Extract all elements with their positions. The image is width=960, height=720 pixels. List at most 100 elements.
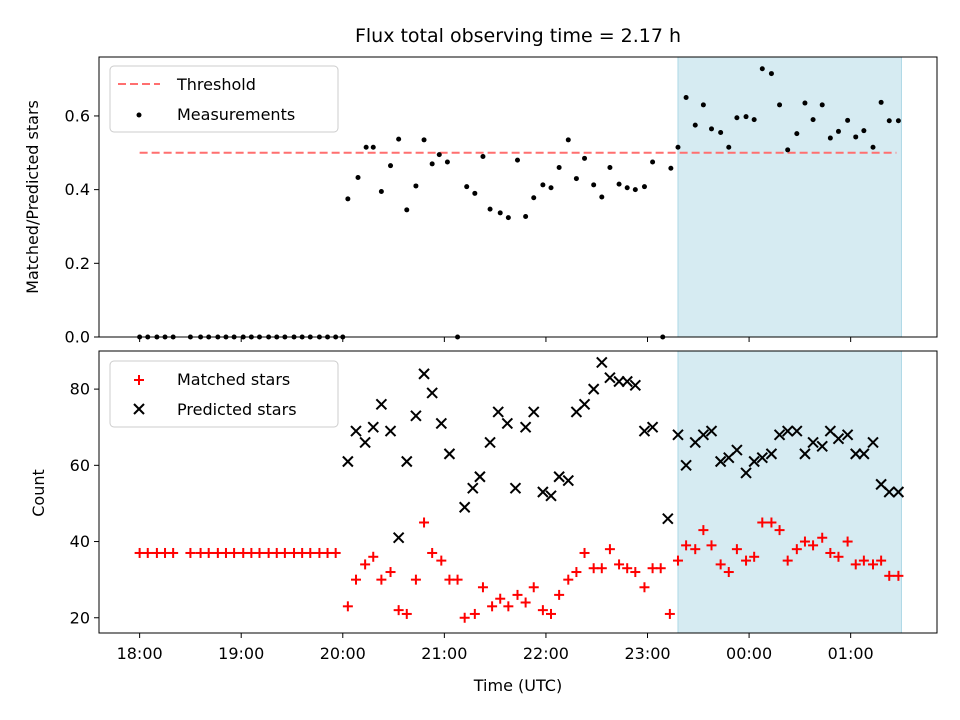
matched-star-point (825, 547, 836, 558)
ratio-legend-box (109, 65, 339, 133)
measurement-point (794, 131, 800, 137)
matched-star-point (436, 555, 447, 566)
measurement-point (523, 214, 529, 220)
predicted-star-point (537, 486, 549, 498)
predicted-star-point (359, 436, 371, 449)
measurement-point (388, 163, 394, 169)
measurement-point (845, 117, 851, 123)
measurement-point (641, 184, 647, 190)
matched-star-point (655, 563, 666, 574)
matched-star-point (706, 540, 717, 551)
predicted-star-point (765, 448, 778, 460)
predicted-star-point (458, 501, 471, 513)
matched-star-point (477, 582, 488, 593)
ratio-y-tick-label: 0.4 (65, 180, 90, 199)
predicted-star-point (773, 429, 786, 441)
measurement-point (548, 185, 554, 191)
measurement-point (464, 184, 470, 190)
predicted-star-point (350, 425, 362, 437)
measurement-point (734, 115, 740, 121)
measurement-point (700, 102, 706, 108)
predicted-star-point (867, 436, 879, 449)
measurement-point (505, 215, 511, 221)
measurement-point (404, 207, 410, 213)
predicted-star-point (367, 421, 379, 433)
measurement-point (819, 102, 825, 108)
matched-star-point (546, 608, 557, 619)
count-y-tick-label: 40 (70, 532, 90, 551)
matched-star-point (376, 574, 387, 585)
predicted-star-point (418, 368, 430, 380)
matched-star-point (782, 555, 793, 566)
x-tick-label: 20:00 (320, 644, 366, 663)
ratio-legend: Threshold Measurements (109, 65, 339, 133)
predicted-star-point (553, 471, 565, 483)
legend-measurements-swatch (136, 112, 142, 118)
measurement-point (444, 159, 450, 165)
measurement-point (591, 182, 597, 188)
matched-star-point (459, 612, 470, 623)
predicted-star-point (492, 406, 504, 418)
predicted-star-point (791, 425, 803, 437)
matched-star-point (495, 593, 506, 604)
ratio-y-tick-label: 0.6 (65, 106, 90, 125)
measurement-point (363, 144, 369, 150)
predicted-star-point (646, 421, 659, 433)
measurement-point (777, 102, 783, 108)
predicted-star-point (604, 371, 616, 384)
predicted-star-point (587, 383, 600, 395)
matched-star-point (512, 589, 523, 600)
predicted-star-point (426, 387, 438, 399)
ratio-panel-frame (98, 56, 938, 338)
measurement-point (810, 117, 816, 123)
matched-star-point (410, 574, 421, 585)
measurement-point (436, 152, 442, 158)
matched-star-point (360, 559, 371, 570)
predicted-star-point (672, 429, 684, 441)
measurement-point (497, 210, 503, 216)
matched-stars-points (134, 517, 904, 623)
measurement-point (514, 157, 520, 163)
measurement-point (345, 196, 351, 202)
ratio-y-ticks: 0.0 0.2 0.4 0.6 (65, 106, 99, 347)
measurement-point (607, 165, 613, 171)
matched-star-point (142, 547, 153, 558)
matched-star-point (368, 551, 379, 562)
matched-star-point (622, 563, 633, 574)
measurement-point (835, 128, 841, 134)
measurement-point (895, 118, 901, 124)
matched-star-point (528, 582, 539, 593)
measurement-point (743, 114, 749, 120)
matched-star-point (393, 605, 404, 616)
predicted-star-point (731, 444, 743, 456)
legend-predicted-label: Predicted stars (177, 400, 297, 419)
measurement-point (768, 71, 774, 77)
predicted-star-point (714, 455, 727, 468)
measurement-point (650, 159, 656, 165)
matched-star-point (808, 540, 819, 551)
predicted-star-point (892, 486, 905, 498)
measurement-point (632, 187, 638, 193)
count-y-axis-label: Count (29, 469, 48, 517)
predicted-stars-points (342, 356, 905, 544)
matched-star-point (604, 544, 615, 555)
count-y-tick-label: 20 (70, 608, 90, 627)
predicted-star-point (501, 417, 514, 430)
matched-star-point (537, 605, 548, 616)
matched-star-point (731, 544, 742, 555)
count-legend-box (109, 360, 339, 428)
matched-star-point (487, 601, 498, 612)
matched-star-point (305, 547, 316, 558)
predicted-star-point (613, 375, 625, 388)
count-legend: Matched stars Predicted stars (109, 360, 339, 428)
matched-star-point (185, 547, 196, 558)
matched-star-point (254, 547, 265, 558)
matched-star-point (401, 608, 412, 619)
matched-star-point (279, 547, 290, 558)
matched-star-point (469, 608, 480, 619)
measurement-point (853, 134, 859, 140)
ratio-x-ticks (139, 337, 852, 342)
predicted-star-point (621, 375, 633, 388)
matched-star-point (766, 517, 777, 528)
measurement-point (487, 206, 493, 212)
